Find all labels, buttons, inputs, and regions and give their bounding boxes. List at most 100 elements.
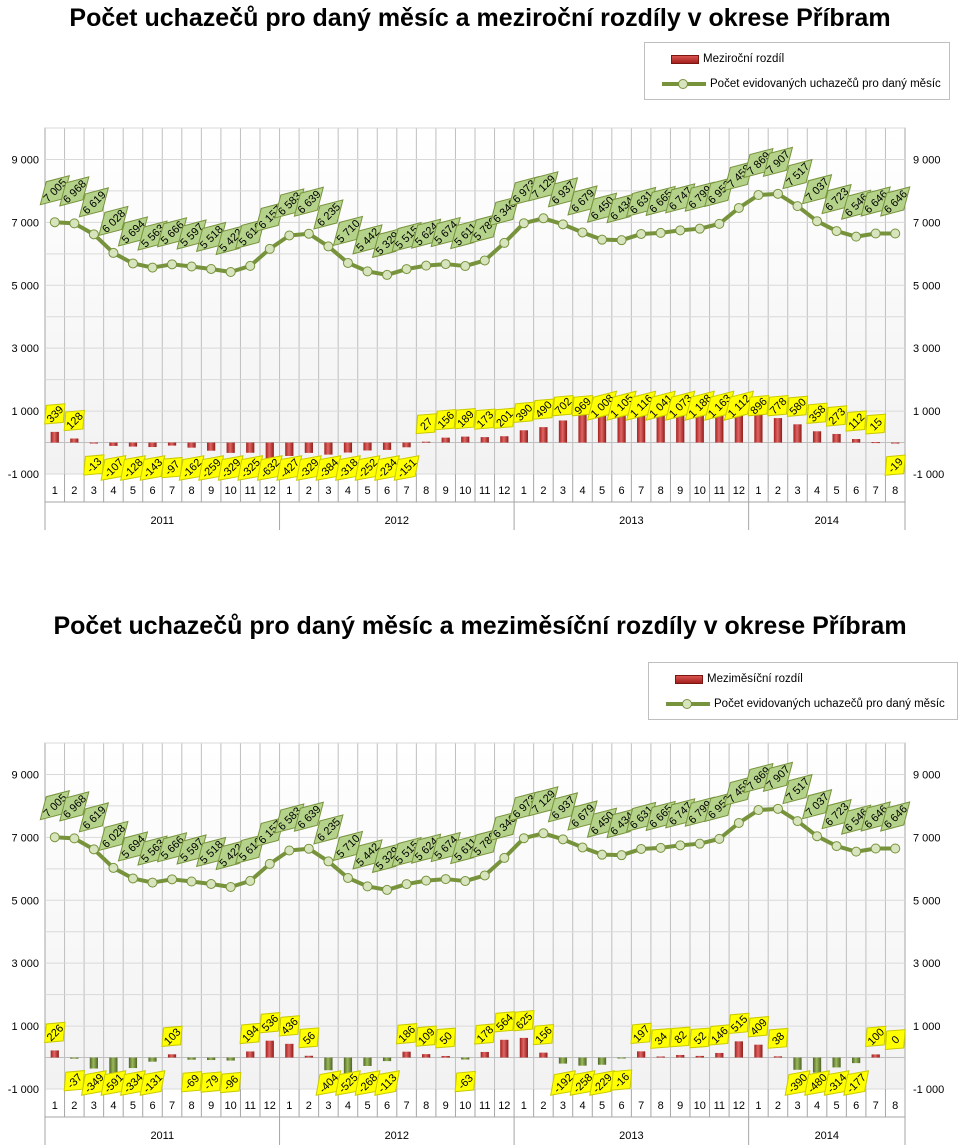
month-label: 7 <box>404 485 410 497</box>
month-label: 8 <box>189 485 195 497</box>
line-data-label: 7 907 <box>762 761 794 793</box>
month-label: 8 <box>658 1100 664 1112</box>
line-point <box>362 266 373 277</box>
line-point <box>284 845 295 856</box>
bar-data-label: -37 <box>63 1070 85 1092</box>
bar <box>285 1043 294 1058</box>
line-point <box>167 259 178 270</box>
month-label: 11 <box>479 485 490 497</box>
line-point <box>303 843 314 854</box>
chart-plot-meziměsíční: -1 000 -1 000 1 000 1 000 3 000 3 000 5 000 5 0… <box>8 742 944 1145</box>
bar-data-label: -151 <box>393 455 420 481</box>
line-point <box>401 264 412 275</box>
line-data-label: 6 679 <box>567 185 598 216</box>
month-label: 4 <box>110 1100 116 1112</box>
month-label: 10 <box>694 1100 706 1112</box>
bar <box>773 418 783 443</box>
month-label: 3 <box>325 485 331 497</box>
bar <box>637 1051 646 1058</box>
bar <box>617 1057 626 1059</box>
month-label: 12 <box>264 485 276 497</box>
line-point <box>831 226 842 237</box>
month-label: 6 <box>853 1100 859 1112</box>
bar <box>793 1057 802 1070</box>
line-point <box>655 842 666 853</box>
line-data-label: 7 129 <box>528 171 559 202</box>
y-tick-label-left: 3 000 <box>11 343 39 355</box>
line-point <box>870 843 881 854</box>
bar <box>656 1056 665 1058</box>
line-point <box>225 266 236 277</box>
legend-bar-label: Meziměsíční rozdíl <box>707 673 803 685</box>
bar-data-label: 564 <box>493 1011 516 1033</box>
line-point <box>245 875 256 886</box>
bar-data-label: -427 <box>276 455 303 481</box>
legend-line-label: Počet evidovaných uchazečů pro daný měsí… <box>714 698 945 710</box>
bar <box>441 437 450 443</box>
month-label: 10 <box>459 1100 471 1112</box>
bar <box>695 1055 704 1058</box>
month-label: 8 <box>423 1100 429 1112</box>
bar-data-label: -19 <box>884 454 906 476</box>
line-point <box>812 831 823 842</box>
bar-data-label: -113 <box>374 1070 400 1096</box>
chart-title: Počet uchazečů pro daný měsíc a meziměsí… <box>53 612 907 640</box>
month-label: 8 <box>423 485 429 497</box>
bar-data-label: 625 <box>513 1010 535 1032</box>
year-label: 2013 <box>619 1130 643 1142</box>
bar-data-label: 358 <box>806 402 828 425</box>
bar-data-label: -97 <box>161 456 183 479</box>
bar <box>715 1052 724 1058</box>
bar-data-label: 146 <box>708 1024 731 1046</box>
bar <box>500 436 509 443</box>
y-tick-label-right: -1 000 <box>913 1084 944 1096</box>
bar-data-label: -404 <box>315 1070 342 1096</box>
chart-plot-meziroční: -1 000 -1 000 1 000 1 000 3 000 3 000 5 000 5 0… <box>8 127 944 530</box>
y-tick-label-left: 3 000 <box>11 958 39 970</box>
month-label: 2 <box>775 1100 781 1112</box>
bar <box>519 430 528 443</box>
month-label: 8 <box>892 485 898 497</box>
line-point <box>714 218 725 229</box>
month-label: 1 <box>52 1100 58 1112</box>
month-label: 1 <box>52 485 58 497</box>
bar-data-label: -96 <box>220 1071 242 1094</box>
bar <box>148 1057 157 1062</box>
bar <box>70 438 79 443</box>
bar-data-label: -13 <box>83 454 105 476</box>
month-label: 7 <box>404 1100 410 1112</box>
line-point <box>831 841 842 852</box>
bar <box>402 1051 411 1058</box>
bar <box>187 442 196 448</box>
line-point <box>577 227 588 238</box>
line-point <box>518 833 529 844</box>
chart-legend: Meziroční rozdíl Počet evidovaných uchaz… <box>644 42 950 100</box>
month-label: 6 <box>619 485 625 497</box>
bar-data-label: -79 <box>200 1071 222 1093</box>
legend-line-swatch <box>662 79 706 89</box>
bar <box>617 407 626 443</box>
legend-bar-swatch <box>671 54 699 64</box>
bar-data-label: -268 <box>354 1070 381 1096</box>
line-data-label: 7 037 <box>801 174 833 205</box>
line-point <box>382 269 393 280</box>
bar <box>422 1054 431 1058</box>
line-point <box>440 259 451 270</box>
bar <box>402 442 411 448</box>
bar-data-label: -143 <box>139 455 166 481</box>
line-point <box>108 862 119 873</box>
month-label: 3 <box>325 1100 331 1112</box>
year-label: 2012 <box>385 515 409 527</box>
month-label: 3 <box>794 485 800 497</box>
y-tick-label-left: 9 000 <box>11 769 39 781</box>
line-point <box>870 228 881 239</box>
bar-data-label: -177 <box>843 1070 870 1096</box>
bar-data-label: -632 <box>256 455 283 481</box>
bar <box>265 442 274 463</box>
bar <box>480 437 489 443</box>
month-label: 2 <box>306 485 312 497</box>
month-label: 3 <box>560 1100 566 1112</box>
year-label: 2014 <box>815 515 839 527</box>
bar <box>539 427 548 443</box>
y-tick-label-right: 1 000 <box>913 1021 941 1033</box>
